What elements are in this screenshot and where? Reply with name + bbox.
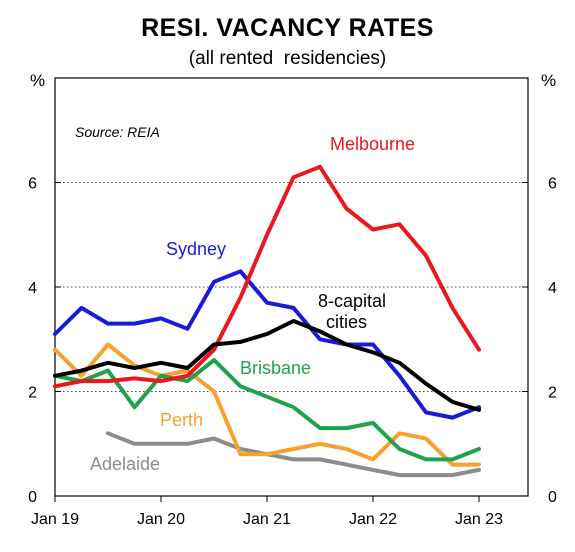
series-label-sydney: Sydney bbox=[166, 239, 226, 259]
y-unit-right: % bbox=[541, 71, 556, 90]
series-label-8-capital-cities: 8-capital cities bbox=[318, 291, 386, 332]
series-line-melbourne bbox=[53, 164, 481, 389]
y-tick-left-label: 0 bbox=[28, 489, 37, 506]
y-tick-right-label: 4 bbox=[548, 280, 557, 297]
chart-title: RESI. VACANCY RATES bbox=[141, 14, 434, 42]
x-tick-label: Jan 22 bbox=[349, 511, 397, 528]
series-line-perth bbox=[53, 342, 481, 467]
series-line-adelaide bbox=[106, 431, 481, 478]
chart-subtitle: (all rented residencies) bbox=[188, 48, 387, 69]
series-line-brisbane bbox=[53, 358, 481, 462]
series-label-perth: Perth bbox=[160, 410, 203, 430]
series-label-part: 8-capital bbox=[318, 291, 386, 311]
y-tick-right-label: 2 bbox=[548, 385, 557, 402]
series-label-melbourne: Melbourne bbox=[330, 134, 415, 154]
y-tick-left-label: 2 bbox=[28, 385, 37, 402]
y-tick-right-label: 6 bbox=[548, 176, 557, 193]
y-tick-left-label: 4 bbox=[28, 280, 37, 297]
y-tick-right-label: 0 bbox=[548, 489, 557, 506]
series-label-brisbane: Brisbane bbox=[240, 358, 311, 378]
source-note: Source: REIA bbox=[75, 124, 160, 140]
series-line-8-capital-cities bbox=[53, 319, 481, 412]
series-line-sydney bbox=[53, 269, 481, 420]
y-unit-left: % bbox=[30, 71, 45, 90]
y-tick-left-label: 6 bbox=[28, 176, 37, 193]
x-tick-label: Jan 19 bbox=[31, 511, 79, 528]
x-tick-label: Jan 20 bbox=[137, 511, 185, 528]
series-label-adelaide: Adelaide bbox=[90, 454, 160, 474]
series-label-part: cities bbox=[326, 312, 367, 332]
x-tick-label: Jan 21 bbox=[243, 511, 291, 528]
x-tick-label: Jan 23 bbox=[455, 511, 503, 528]
